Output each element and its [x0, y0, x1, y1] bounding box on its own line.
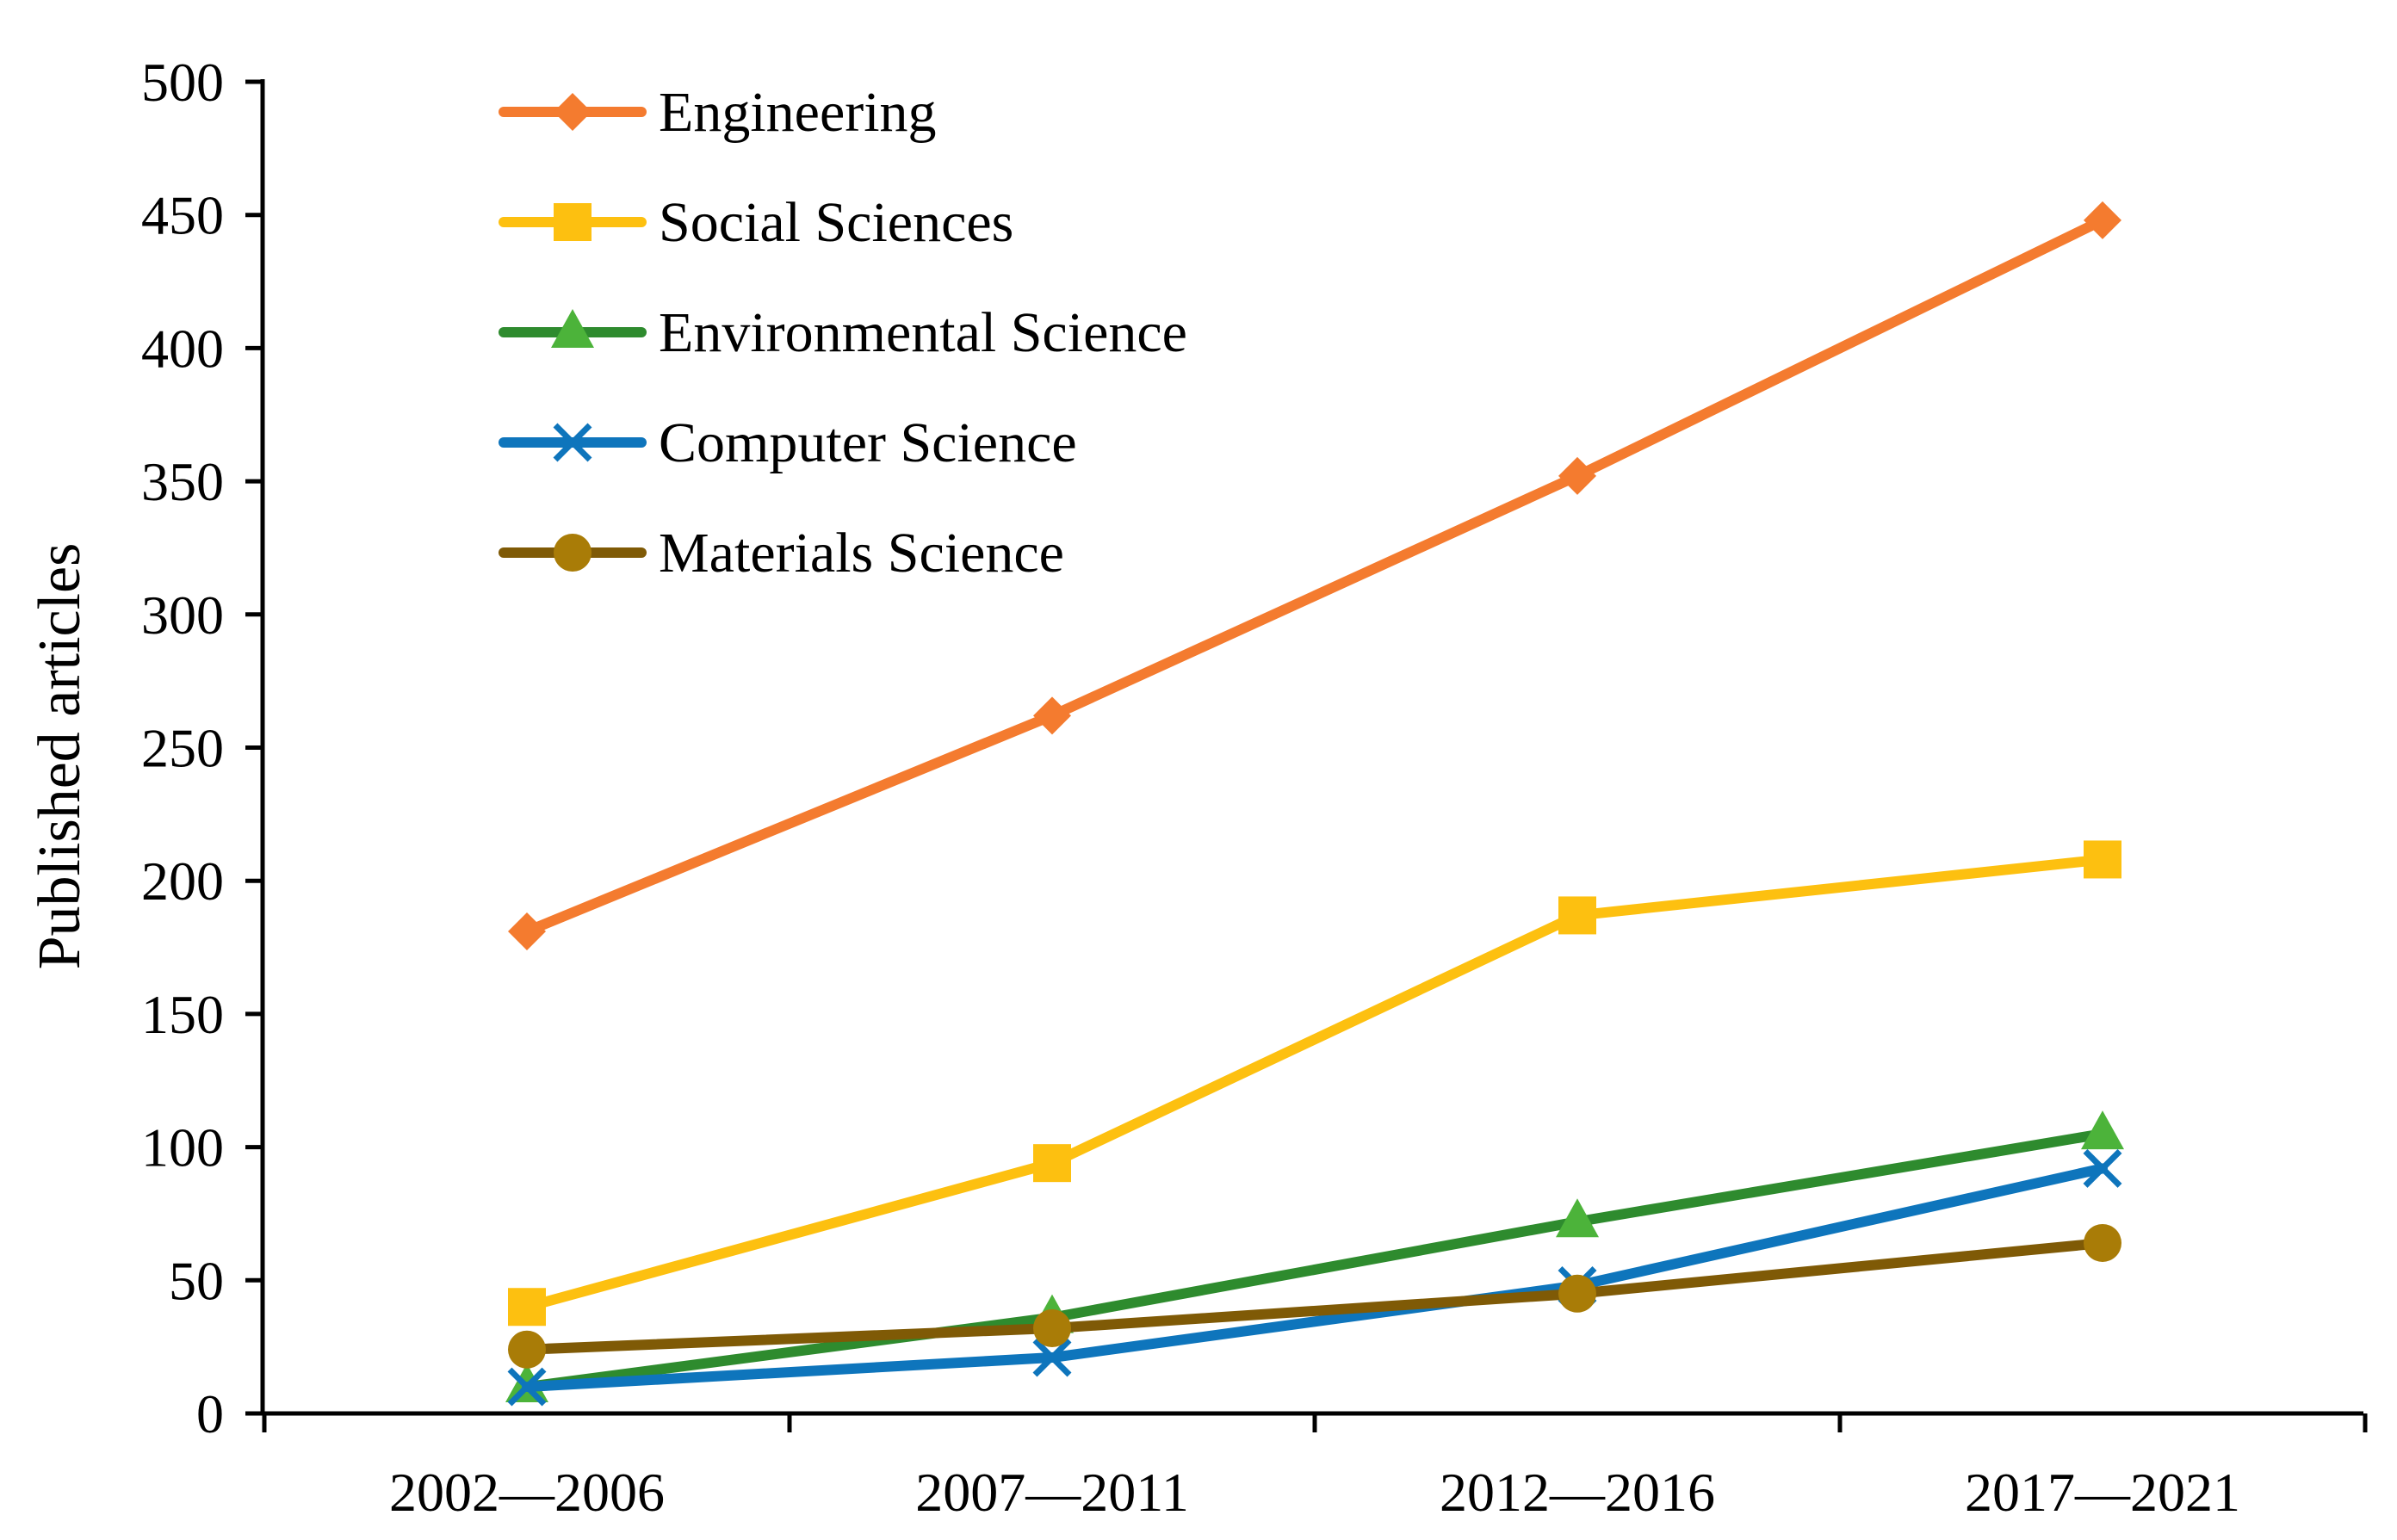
- y-tick-label: 250: [141, 718, 224, 779]
- legend-item-computer-science: Computer Science: [499, 411, 1077, 474]
- legend-item-engineering: Engineering: [499, 81, 937, 144]
- legend-item-social-sciences: Social Sciences: [499, 191, 1013, 254]
- y-tick-label: 300: [141, 584, 224, 646]
- data-point-computer-science: [2083, 1148, 2122, 1188]
- data-point-computer-science: [1032, 1338, 1072, 1377]
- legend-marker: [554, 203, 592, 241]
- series-line-environmental-science: [522, 1129, 2108, 1393]
- data-point-engineering: [2084, 201, 2121, 239]
- legend-marker: [554, 534, 592, 572]
- data-point-materials-science: [1033, 1308, 1071, 1347]
- series-materials-science: [508, 1223, 2121, 1369]
- data-point-materials-science: [508, 1330, 546, 1369]
- legend-label: Materials Science: [659, 522, 1064, 584]
- x-tick-label: 2007—2011: [915, 1462, 1189, 1523]
- y-tick-label: 150: [141, 984, 224, 1045]
- legend-marker: [551, 309, 594, 348]
- legend-label: Engineering: [659, 81, 937, 144]
- series-layer: [505, 201, 2124, 1407]
- data-point-materials-science: [2084, 1223, 2121, 1262]
- data-point-social-sciences: [508, 1288, 546, 1327]
- legend-marker: [553, 423, 592, 462]
- data-point-social-sciences: [1558, 896, 1596, 935]
- data-point-engineering: [1033, 696, 1071, 735]
- y-tick-label: 350: [141, 451, 224, 512]
- y-tick-label: 200: [141, 850, 224, 912]
- axes: 0 50 100 150 200 250 300 350 400 450 500 2002—2006 2…: [141, 52, 2368, 1523]
- data-point-engineering: [1558, 456, 1596, 495]
- series-line-computer-science: [522, 1163, 2108, 1393]
- y-tick-label: 0: [196, 1383, 224, 1444]
- series-computer-science: [507, 1148, 2122, 1407]
- x-tick-label: 2017—2021: [1965, 1462, 2240, 1523]
- series-engineering: [508, 201, 2121, 950]
- data-point-environmental-science: [2081, 1110, 2124, 1150]
- x-tick-label: 2012—2016: [1440, 1462, 1715, 1523]
- legend-marker: [554, 93, 592, 131]
- legend: Engineering Social Sciences Environmental …: [499, 81, 1187, 584]
- series-social-sciences: [508, 840, 2121, 1327]
- marker-stroke: [1032, 1338, 1072, 1377]
- series-line-materials-science: [522, 1237, 2108, 1355]
- legend-item-materials-science: Materials Science: [499, 522, 1064, 584]
- marker-stroke: [553, 423, 592, 462]
- data-point-social-sciences: [1033, 1144, 1071, 1183]
- legend-item-environmental-science: Environmental Science: [499, 301, 1187, 364]
- legend-label: Computer Science: [659, 411, 1077, 474]
- series-line-social-sciences: [522, 854, 2108, 1313]
- marker-stroke: [2083, 1148, 2122, 1188]
- legend-label: Social Sciences: [659, 191, 1013, 254]
- x-tick-label: 2002—2006: [389, 1462, 665, 1523]
- series-line-engineering: [522, 214, 2108, 937]
- marker-stroke: [507, 1367, 547, 1407]
- data-point-environmental-science: [1556, 1198, 1599, 1238]
- y-tick-label: 450: [141, 185, 224, 246]
- data-point-engineering: [508, 912, 546, 950]
- data-point-social-sciences: [2084, 840, 2121, 879]
- y-tick-label: 100: [141, 1117, 224, 1178]
- data-point-materials-science: [1558, 1274, 1596, 1313]
- y-axis-title: Published articles: [27, 543, 93, 970]
- y-tick-label: 500: [141, 52, 224, 113]
- series-environmental-science: [505, 1110, 2124, 1403]
- y-tick-label: 50: [169, 1250, 224, 1311]
- legend-label: Environmental Science: [659, 301, 1187, 364]
- data-point-computer-science: [507, 1367, 547, 1407]
- y-tick-label: 400: [141, 318, 224, 379]
